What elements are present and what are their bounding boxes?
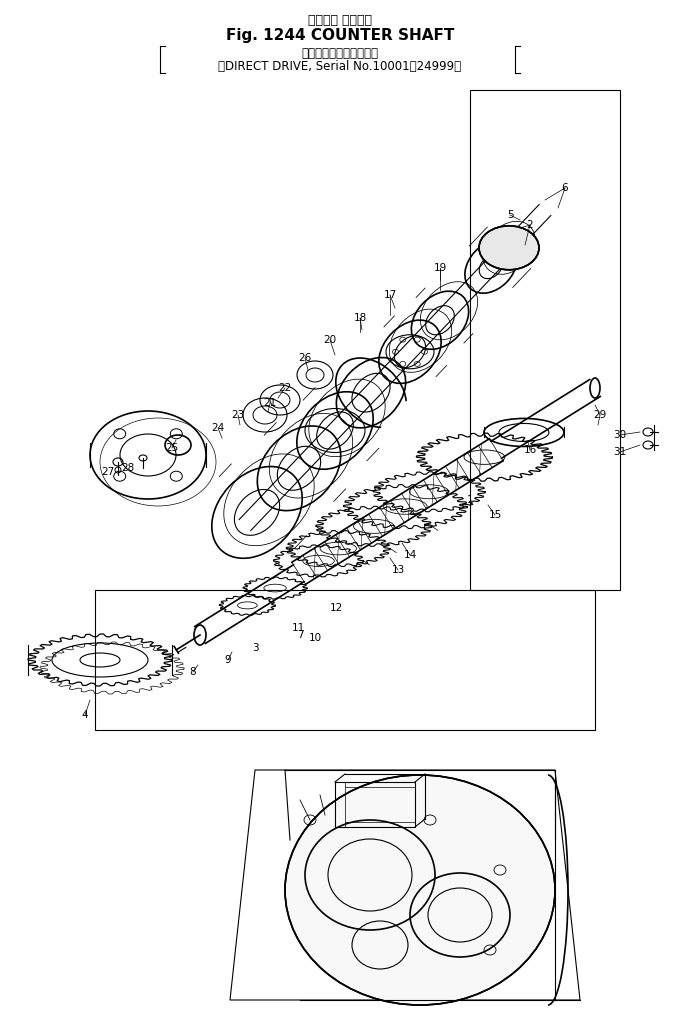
Text: 17: 17 (384, 290, 396, 300)
Text: 1: 1 (466, 495, 473, 505)
Text: 3: 3 (252, 643, 258, 653)
Text: 6: 6 (562, 183, 568, 193)
Text: 19: 19 (433, 263, 447, 273)
Text: Fig. 1244 COUNTER SHAFT: Fig. 1244 COUNTER SHAFT (226, 28, 454, 43)
Text: 11: 11 (291, 623, 305, 633)
Text: 23: 23 (231, 410, 245, 420)
Text: 31: 31 (613, 447, 627, 457)
Text: 28: 28 (121, 463, 135, 473)
Text: 12: 12 (329, 603, 343, 613)
Text: 16: 16 (524, 445, 537, 455)
Text: 15: 15 (488, 510, 502, 520)
Text: 8: 8 (190, 667, 197, 677)
Text: 21: 21 (263, 398, 277, 408)
Text: 22: 22 (278, 383, 292, 393)
Text: 18: 18 (354, 313, 367, 323)
Text: 2: 2 (527, 220, 533, 230)
Text: 5: 5 (507, 210, 513, 220)
Text: 30: 30 (613, 430, 626, 440)
Text: 25: 25 (165, 443, 179, 453)
Text: 27: 27 (101, 467, 115, 477)
Text: 13: 13 (392, 565, 405, 575)
Text: カウンタ シャフト: カウンタ シャフト (308, 14, 372, 27)
Text: 29: 29 (594, 410, 607, 420)
Text: 4: 4 (82, 710, 88, 720)
Text: （クラッチ式．適用号機: （クラッチ式．適用号機 (301, 47, 379, 60)
Text: 10: 10 (309, 633, 322, 643)
Text: 24: 24 (211, 423, 224, 433)
Text: 9: 9 (224, 655, 231, 665)
Ellipse shape (285, 775, 555, 1005)
Text: 26: 26 (299, 353, 311, 363)
Text: 7: 7 (296, 630, 303, 640)
Text: 14: 14 (403, 550, 417, 560)
Text: （DIRECT DRIVE, Serial No.10001～24999）: （DIRECT DRIVE, Serial No.10001～24999） (218, 60, 462, 73)
Ellipse shape (479, 226, 539, 270)
Text: 20: 20 (324, 336, 337, 345)
